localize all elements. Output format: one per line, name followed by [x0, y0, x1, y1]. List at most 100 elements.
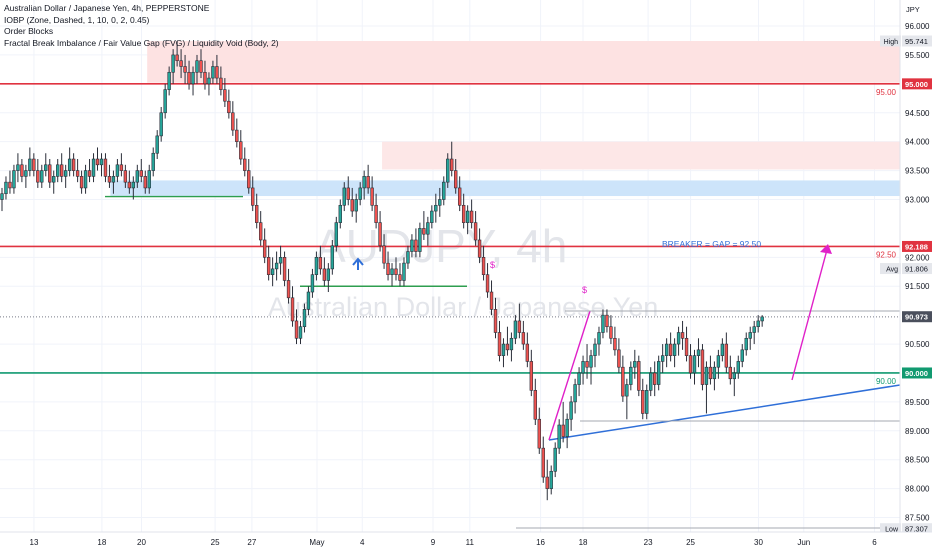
price-badge — [902, 35, 932, 47]
x-tick-label: 25 — [211, 538, 220, 547]
legend-indicator-order-blocks[interactable]: Order Blocks — [4, 26, 54, 36]
candle-body — [334, 222, 338, 247]
x-tick-label: 6 — [872, 538, 877, 547]
candle-body — [454, 170, 458, 189]
legend-indicator-iobp[interactable]: IOBP (Zone, Dashed, 1, 10, 0, 2, 0.45) — [4, 14, 150, 25]
candle-body — [20, 164, 24, 177]
candle-body — [593, 343, 597, 356]
x-tick-label: 20 — [137, 538, 146, 547]
candle-body — [306, 291, 311, 310]
candle-body — [481, 257, 486, 275]
candle-body — [557, 424, 561, 449]
candle-body — [111, 176, 116, 183]
candle-body — [438, 199, 442, 206]
x-tick-label: 23 — [644, 538, 653, 547]
candle-body — [649, 372, 653, 391]
candle-body — [676, 332, 681, 345]
candle-body — [310, 274, 315, 293]
candle-body — [95, 158, 100, 166]
candle-body — [255, 204, 259, 223]
candle-body — [247, 170, 251, 189]
candle-body — [457, 187, 462, 206]
candle-body — [529, 361, 534, 391]
y-tick-label: 89.000 — [905, 427, 930, 436]
candle-body — [597, 332, 601, 345]
candle-body — [298, 326, 303, 339]
y-tick-label: 87.500 — [905, 514, 930, 523]
price-badge — [902, 240, 932, 252]
candle-body — [99, 158, 104, 166]
candle-body — [585, 361, 589, 368]
x-tick-label: May — [309, 538, 324, 547]
candle-body — [103, 158, 108, 177]
y-tick-label: 93.500 — [905, 167, 930, 176]
candle-body — [48, 164, 52, 183]
candle-body — [290, 297, 295, 322]
candle-body — [489, 291, 494, 310]
candle-body — [79, 176, 84, 189]
x-tick-label: Jun — [797, 538, 810, 547]
candle-body — [223, 89, 227, 102]
candle-body — [346, 187, 350, 200]
x-tick-label: 18 — [97, 538, 106, 547]
candle-body — [684, 337, 689, 356]
candle-body — [442, 181, 446, 200]
grid — [0, 0, 900, 532]
candle-body — [258, 222, 263, 241]
legend-symbol-line[interactable]: Australian Dollar / Japanese Yen, 4h, PE… — [4, 3, 210, 13]
candle-body — [36, 170, 40, 183]
levels: 95.00 92.50 90.00 — [0, 83, 900, 386]
up-arrow-icon — [352, 257, 364, 270]
y-tick-label: 93.000 — [905, 196, 930, 205]
trendline-support[interactable] — [548, 384, 901, 441]
candle-body — [167, 71, 171, 90]
candle-body — [187, 71, 191, 85]
y-tick-label: 89.500 — [905, 398, 930, 407]
price-badge-label: Low — [885, 527, 899, 534]
price-badge-value: 92.188 — [905, 242, 928, 251]
x-axis: 13 18 20 25 27 May 4 9 11 16 18 23 25 30 Jun 6 — [0, 531, 932, 550]
candle-body — [56, 164, 60, 177]
candle-body — [75, 170, 80, 177]
candle-body — [621, 366, 625, 397]
candle-body — [191, 71, 195, 85]
breaker-annotation: BREAKER = GAP = 92.50 — [662, 239, 761, 249]
candle-body — [664, 343, 669, 356]
candle-body — [712, 366, 717, 380]
candle-body — [688, 355, 693, 374]
price-badge-tag — [880, 35, 901, 47]
candle-body — [549, 470, 553, 489]
candle-body — [537, 418, 541, 449]
candle-body — [16, 164, 20, 171]
candle-body — [541, 447, 545, 478]
candle-body — [262, 239, 267, 258]
candle-body — [545, 476, 549, 489]
level-label: 95.00 — [876, 88, 897, 97]
legend-indicator-fvg[interactable]: Fractal Break Imbalance / Fair Value Gap… — [4, 37, 279, 48]
candle-body — [505, 343, 510, 351]
candle-body — [390, 268, 394, 275]
candle-body — [398, 274, 402, 281]
candle-body — [322, 268, 327, 281]
candle-body — [704, 366, 709, 385]
candle-body — [63, 170, 68, 177]
candle-body — [370, 187, 374, 206]
candle-body — [378, 222, 382, 247]
candle-body — [87, 170, 92, 177]
candle-body — [637, 361, 641, 391]
candle-body — [430, 210, 434, 223]
candle-body — [660, 355, 665, 362]
candle-body — [358, 187, 362, 200]
candle-body — [59, 164, 64, 177]
candle-body — [171, 54, 175, 73]
candle-body — [338, 204, 342, 223]
price-badge-value: 91.806 — [905, 265, 928, 274]
x-axis-bg — [0, 532, 932, 550]
candle-body — [569, 401, 573, 420]
candle-body — [139, 170, 143, 177]
candle-body — [278, 257, 283, 264]
candle-body — [581, 361, 585, 374]
candle-body — [183, 66, 187, 73]
